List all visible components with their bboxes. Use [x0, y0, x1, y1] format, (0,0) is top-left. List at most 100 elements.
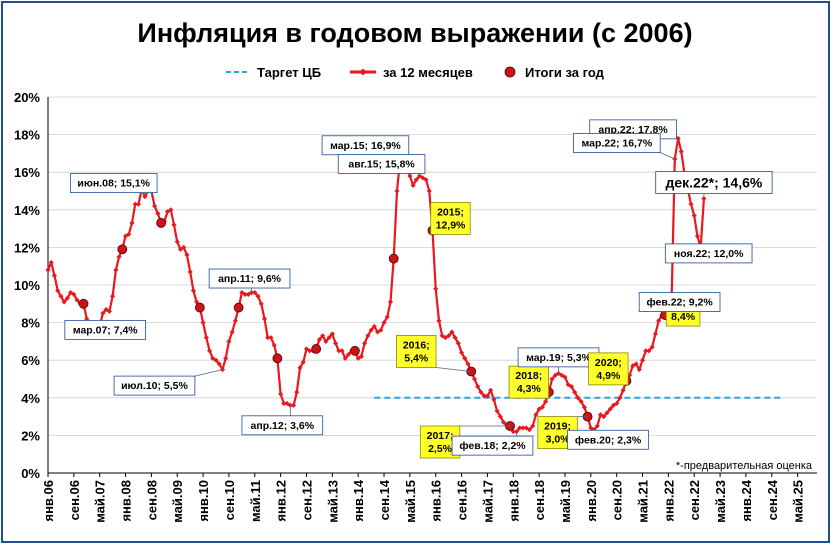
- cpi-point: [488, 387, 494, 393]
- cpi-point: [297, 365, 303, 371]
- x-tick-label: май.19: [558, 480, 573, 523]
- annotation-text: 2015;: [437, 206, 464, 218]
- x-tick-label: май.17: [480, 480, 495, 523]
- cpi-point: [530, 423, 536, 429]
- cpi-point: [232, 318, 238, 324]
- cpi-point: [187, 269, 193, 275]
- cpi-point: [345, 352, 352, 358]
- cpi-point: [61, 299, 67, 305]
- annotation-box: [69, 173, 158, 194]
- x-tick-label: май.15: [403, 480, 418, 523]
- legend-annual-swatch: [504, 66, 516, 78]
- cpi-point: [342, 355, 348, 361]
- cpi-point: [55, 288, 61, 294]
- cpi-point: [672, 156, 678, 162]
- cpi-point: [113, 267, 119, 273]
- x-tick-label: янв.08: [119, 480, 134, 522]
- y-tick-label: 16%: [14, 165, 40, 180]
- cpi-point: [152, 203, 158, 209]
- annotation-box: [664, 243, 753, 264]
- cpi-point: [51, 273, 58, 279]
- cpi-point: [371, 323, 377, 329]
- cpi-point: [446, 333, 452, 339]
- cpi-point: [362, 340, 368, 346]
- cpi-point: [110, 293, 116, 299]
- cpi-point: [281, 400, 287, 406]
- cpi-point: [691, 212, 697, 218]
- cpi-point: [207, 348, 213, 354]
- x-tick-label: янв.22: [661, 480, 676, 522]
- annotation-text: 2,5%: [428, 443, 453, 455]
- cpi-point: [471, 376, 478, 382]
- cpi-point: [694, 233, 700, 239]
- cpi-point: [384, 314, 390, 320]
- cpi-point: [620, 387, 626, 393]
- y-tick-label: 20%: [14, 90, 40, 105]
- y-tick-label: 8%: [21, 316, 40, 331]
- x-tick-label: сен.06: [67, 480, 82, 520]
- x-tick-label: май.23: [713, 480, 728, 523]
- annual-point: [388, 253, 399, 264]
- annotation-leader: [194, 369, 223, 377]
- cpi-point: [135, 201, 142, 207]
- cpi-point: [265, 335, 271, 341]
- cpi-point: [462, 355, 468, 361]
- cpi-point: [526, 427, 532, 433]
- cpi-point: [329, 331, 335, 337]
- chart-title: Инфляция в годовом выражении (с 2006): [137, 18, 692, 48]
- annotation-box: [396, 335, 437, 368]
- annual-point: [78, 298, 89, 309]
- cpi-point: [203, 335, 209, 341]
- cpi-point: [575, 395, 581, 401]
- annotation-text: 2017;: [427, 430, 454, 442]
- cpi-point: [459, 350, 465, 356]
- cpi-point: [643, 348, 649, 354]
- cpi-point: [181, 244, 187, 250]
- cpi-point: [245, 291, 251, 297]
- annotation-text: 8,4%: [671, 311, 696, 323]
- y-tick-label: 12%: [14, 240, 40, 255]
- cpi-point: [455, 340, 461, 346]
- annotation-box: [508, 365, 549, 399]
- cpi-point: [572, 389, 578, 395]
- x-tick-label: сен.16: [455, 480, 470, 520]
- cpi-point: [604, 410, 610, 416]
- annual-point: [156, 218, 166, 228]
- annotation-box: [588, 352, 629, 386]
- annotation-text: 4,9%: [596, 370, 621, 382]
- cpi-point: [255, 293, 261, 299]
- annotation-text: авг.15; 15,8%: [348, 158, 415, 170]
- cpi-point: [291, 402, 297, 408]
- cpi-point: [688, 201, 694, 207]
- annotation-box: [567, 429, 649, 450]
- cpi-point: [375, 329, 381, 335]
- x-tick-label: сен.12: [299, 480, 314, 520]
- x-tick-label: сен.10: [222, 480, 237, 520]
- legend-cpi-label: за 12 месяцев: [383, 65, 473, 80]
- annotation-text: 2018;: [515, 370, 542, 382]
- x-tick-label: май.11: [248, 480, 263, 522]
- cpi-point: [501, 419, 507, 425]
- x-tick-label: май.13: [325, 480, 340, 523]
- cpi-point: [268, 335, 274, 341]
- x-tick-label: янв.06: [41, 480, 56, 522]
- cpi-point: [594, 423, 600, 429]
- cpi-point: [536, 406, 542, 412]
- annotation-text: июл.10; 5,5%: [121, 380, 188, 392]
- y-tick-label: 18%: [14, 128, 40, 143]
- cpi-point: [481, 393, 487, 399]
- annual-point: [272, 353, 283, 364]
- cpi-point: [410, 182, 416, 188]
- cpi-point: [426, 188, 432, 194]
- annotation-text: апр.22; 17,8%: [598, 124, 668, 136]
- annual-point: [194, 302, 205, 313]
- x-tick-label: май.07: [93, 480, 108, 523]
- cpi-point: [100, 310, 106, 316]
- x-axis: янв.06 сен.06 май.07 янв.08 сен.08 май.09 янв.…: [41, 473, 806, 523]
- annotation-box: [113, 375, 196, 396]
- annotation-text: ноя.22; 12,0%: [674, 248, 744, 260]
- cpi-point: [216, 361, 222, 367]
- cpi-point: [652, 331, 658, 337]
- cpi-point: [129, 220, 135, 226]
